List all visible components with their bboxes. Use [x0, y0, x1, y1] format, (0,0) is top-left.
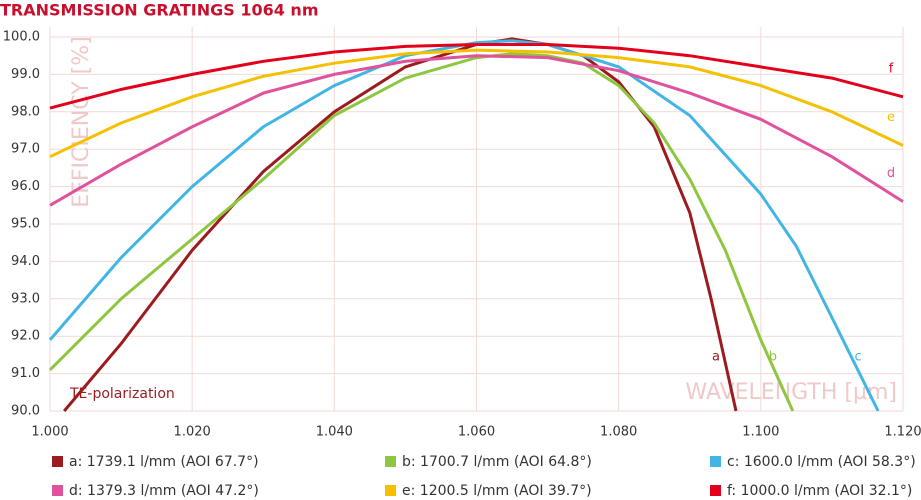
legend-label: c: 1600.0 l/mm (AOI 58.3°) — [727, 454, 916, 470]
grid — [49, 27, 904, 412]
legend-swatch — [52, 456, 63, 467]
legend-swatch — [385, 485, 396, 496]
x-tick-label: 1.000 — [31, 425, 68, 440]
legend-label: a: 1739.1 l/mm (AOI 67.7°) — [69, 454, 259, 470]
series-line — [48, 52, 795, 412]
legend-label: f: 1000.0 l/mm (AOI 32.1°) — [727, 483, 912, 499]
curve-label: c — [855, 350, 862, 365]
legend-label: e: 1200.5 l/mm (AOI 39.7°) — [402, 483, 592, 499]
legend-swatch — [385, 456, 396, 467]
curve-label: e — [887, 110, 895, 125]
y-tick-label: 97.0 — [11, 142, 40, 157]
x-tick-label: 1.040 — [316, 425, 353, 440]
y-tick-label: 93.0 — [11, 291, 40, 306]
legend-swatch — [710, 456, 721, 467]
y-tick-label: 95.0 — [11, 217, 40, 232]
curve-label: f — [889, 61, 894, 76]
series-line — [63, 37, 738, 412]
y-tick-label: 92.0 — [11, 329, 40, 344]
x-tick-label: 1.080 — [600, 425, 637, 440]
legend-label: b: 1700.7 l/mm (AOI 64.8°) — [402, 454, 592, 470]
legend-swatch — [52, 485, 63, 496]
series-line — [49, 54, 904, 207]
series-line — [49, 43, 904, 110]
y-tick-label: 99.0 — [11, 67, 40, 82]
curve-label: b — [769, 350, 777, 365]
curve-label: d — [887, 166, 895, 181]
annotation: TE-polarization — [69, 386, 175, 402]
series-line — [49, 48, 904, 159]
y-tick-label: 94.0 — [11, 254, 40, 269]
x-axis-title: WAVELENGTH [µm] — [685, 380, 897, 405]
legend-swatch — [710, 485, 721, 496]
y-tick-label: 90.0 — [11, 404, 40, 419]
x-tick-label: 1.120 — [884, 425, 921, 440]
y-tick-label: 100.0 — [3, 30, 40, 45]
x-tick-label: 1.060 — [458, 425, 495, 440]
x-tick-label: 1.020 — [174, 425, 211, 440]
legend-label: d: 1379.3 l/mm (AOI 47.2°) — [69, 483, 259, 499]
chart-title: TRANSMISSION GRATINGS 1064 nm — [0, 1, 319, 20]
curve-label: a — [712, 350, 720, 365]
x-tick-label: 1.100 — [742, 425, 779, 440]
series-line — [48, 39, 880, 412]
y-tick-label: 91.0 — [11, 366, 40, 381]
y-tick-label: 98.0 — [11, 104, 40, 119]
y-axis-title: EFFICIENCY [%] — [69, 36, 94, 207]
y-tick-label: 96.0 — [11, 179, 40, 194]
